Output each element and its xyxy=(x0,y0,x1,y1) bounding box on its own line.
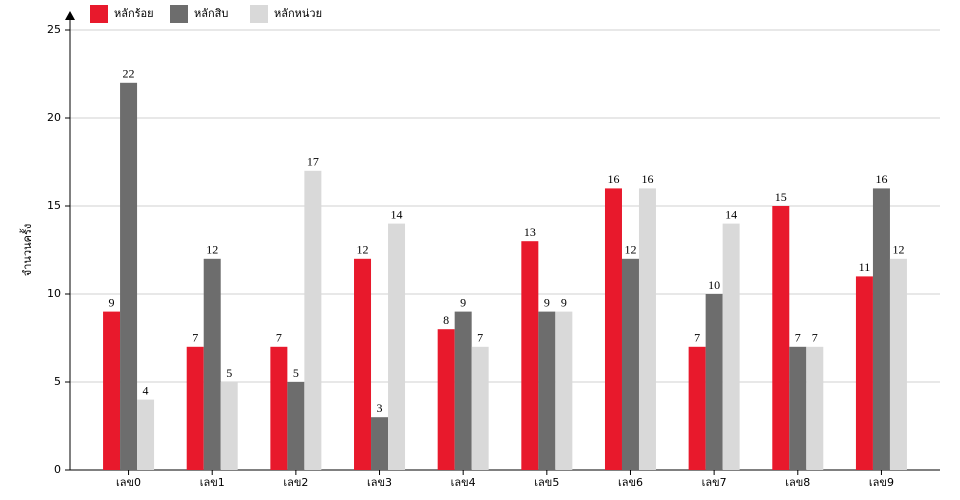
x-tick-label: เลข4 xyxy=(451,476,476,489)
x-tick-label: เลข0 xyxy=(116,476,141,489)
legend-label: หลักหน่วย xyxy=(274,7,322,20)
value-label: 9 xyxy=(561,295,567,309)
bar xyxy=(521,241,539,470)
bar xyxy=(705,294,723,470)
value-label: 5 xyxy=(226,366,232,380)
legend-label: หลักร้อย xyxy=(114,7,154,20)
bar xyxy=(806,346,824,470)
bar xyxy=(371,417,389,470)
y-axis-label: จำนวนครั้ง xyxy=(19,224,34,276)
bar xyxy=(437,329,455,470)
value-label: 9 xyxy=(109,295,115,309)
bar xyxy=(688,346,706,470)
bar xyxy=(621,258,639,470)
value-label: 16 xyxy=(607,172,619,186)
value-label: 7 xyxy=(477,331,483,345)
x-tick-label: เลข5 xyxy=(534,476,559,489)
value-label: 9 xyxy=(460,295,466,309)
value-label: 7 xyxy=(812,331,818,345)
value-label: 16 xyxy=(875,172,887,186)
bar xyxy=(538,311,556,470)
value-label: 8 xyxy=(443,313,449,327)
value-label: 3 xyxy=(377,401,383,415)
legend-swatch xyxy=(170,5,188,23)
bar xyxy=(889,258,907,470)
value-label: 16 xyxy=(641,172,653,186)
value-label: 5 xyxy=(293,366,299,380)
value-label: 13 xyxy=(524,225,536,239)
bar xyxy=(789,346,807,470)
x-tick-label: เลข1 xyxy=(200,476,225,489)
value-label: 7 xyxy=(694,331,700,345)
y-tick-label: 0 xyxy=(54,463,61,476)
legend-swatch xyxy=(90,5,108,23)
bar xyxy=(137,399,155,470)
value-label: 10 xyxy=(708,278,720,292)
bar xyxy=(287,382,305,470)
value-label: 7 xyxy=(276,331,282,345)
bar xyxy=(103,311,121,470)
x-tick-label: เลข8 xyxy=(785,476,810,489)
y-axis-arrow xyxy=(65,11,75,20)
y-tick-label: 15 xyxy=(47,199,61,212)
bar xyxy=(471,346,489,470)
bar xyxy=(454,311,472,470)
y-tick-label: 25 xyxy=(47,23,61,36)
bar xyxy=(722,223,740,470)
bar xyxy=(203,258,221,470)
value-label: 9 xyxy=(544,295,550,309)
value-label: 17 xyxy=(307,155,319,169)
legend-label: หลักสิบ xyxy=(194,7,228,20)
bar xyxy=(120,82,138,471)
value-label: 12 xyxy=(892,243,904,257)
x-tick-label: เลข6 xyxy=(618,476,643,489)
bar xyxy=(388,223,406,470)
value-label: 14 xyxy=(391,207,403,221)
y-tick-label: 5 xyxy=(54,375,61,388)
bar xyxy=(604,188,622,470)
x-tick-label: เลข2 xyxy=(283,476,308,489)
value-label: 12 xyxy=(357,243,369,257)
value-label: 7 xyxy=(795,331,801,345)
bar xyxy=(220,382,238,470)
value-label: 14 xyxy=(725,207,737,221)
bar xyxy=(772,206,790,470)
bar xyxy=(872,188,890,470)
value-label: 22 xyxy=(123,67,135,81)
bar xyxy=(270,346,288,470)
value-label: 11 xyxy=(859,260,871,274)
value-label: 12 xyxy=(206,243,218,257)
bar xyxy=(555,311,573,470)
bar xyxy=(855,276,873,470)
bar xyxy=(304,170,322,471)
bar xyxy=(186,346,204,470)
bar xyxy=(638,188,656,470)
y-tick-label: 10 xyxy=(47,287,61,300)
value-label: 12 xyxy=(624,243,636,257)
legend-swatch xyxy=(250,5,268,23)
x-tick-label: เลข3 xyxy=(367,476,392,489)
x-tick-label: เลข9 xyxy=(869,476,894,489)
value-label: 4 xyxy=(143,383,149,397)
y-tick-label: 20 xyxy=(47,111,61,124)
bar xyxy=(354,258,372,470)
x-tick-label: เลข7 xyxy=(702,476,727,489)
value-label: 7 xyxy=(192,331,198,345)
value-label: 15 xyxy=(775,190,787,204)
